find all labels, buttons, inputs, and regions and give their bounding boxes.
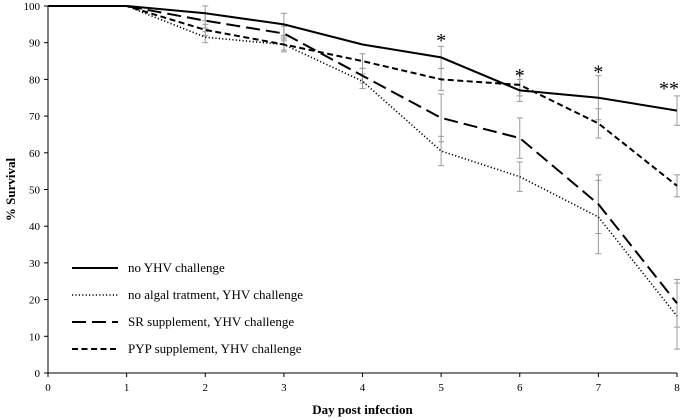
error-bar [595,108,602,139]
legend-label: no YHV challenge [128,260,225,275]
y-tick-label: 30 [29,258,41,270]
legend-label: no algal tratment, YHV challenge [128,287,303,302]
y-tick-label: 60 [29,148,41,160]
series-lines [48,5,678,317]
x-tick-label: 2 [203,382,209,394]
y-tick-label: 70 [29,111,41,123]
x-tick-label: 7 [596,382,602,394]
legend-entry: PYP supplement, YHV challenge [72,341,302,356]
x-tick-label: 1 [124,382,130,394]
y-tick-label: 20 [29,295,41,307]
significance-marker: ** [659,78,679,100]
y-axis-ticks: 0 10 20 30 40 50 60 70 80 90 100 [24,1,48,380]
y-tick-label: 40 [29,221,41,233]
x-tick-label: 6 [517,382,523,394]
legend-entry: SR supplement, YHV challenge [72,314,294,329]
significance-marker: * [593,61,603,83]
significance-marker: * [515,65,525,87]
series-line-pyp-supplement-yhv-challenge [48,5,678,187]
error-bar [438,93,445,143]
series-line-sr-supplement-yhv-challenge [48,5,678,304]
x-tick-label: 3 [281,382,287,394]
y-axis-title: % Survival [3,158,18,222]
x-axis-title: Day post infection [312,402,413,417]
x-tick-label: 0 [45,382,51,394]
y-tick-label: 10 [29,331,41,343]
series-line-no-algal-tratment-yhv-challenge [48,5,678,317]
legend-label: PYP supplement, YHV challenge [128,341,302,356]
error-bar [516,117,523,159]
y-tick-label: 50 [29,185,41,197]
legend-entry: no algal tratment, YHV challenge [72,287,303,302]
significance-marker: * [436,30,446,52]
legend-entry: no YHV challenge [72,260,225,275]
y-tick-label: 0 [35,368,41,380]
error-bar [202,23,209,36]
error-bar [359,53,366,69]
legend: no YHV challenge no algal tratment, YHV c… [72,260,303,356]
x-tick-label: 5 [438,382,444,394]
significance-annotations: ** *** [436,30,679,100]
legend-label: SR supplement, YHV challenge [128,314,294,329]
error-bar [516,161,523,192]
y-tick-label: 100 [24,1,41,13]
x-axis-ticks: 0 1 2 3 4 5 6 7 8 [45,373,680,394]
y-tick-label: 80 [29,74,41,86]
x-tick-label: 4 [360,382,366,394]
x-tick-label: 8 [674,382,680,394]
error-bar [674,174,680,198]
y-tick-label: 90 [29,38,41,50]
series-line-no-yhv-challenge [48,5,678,112]
